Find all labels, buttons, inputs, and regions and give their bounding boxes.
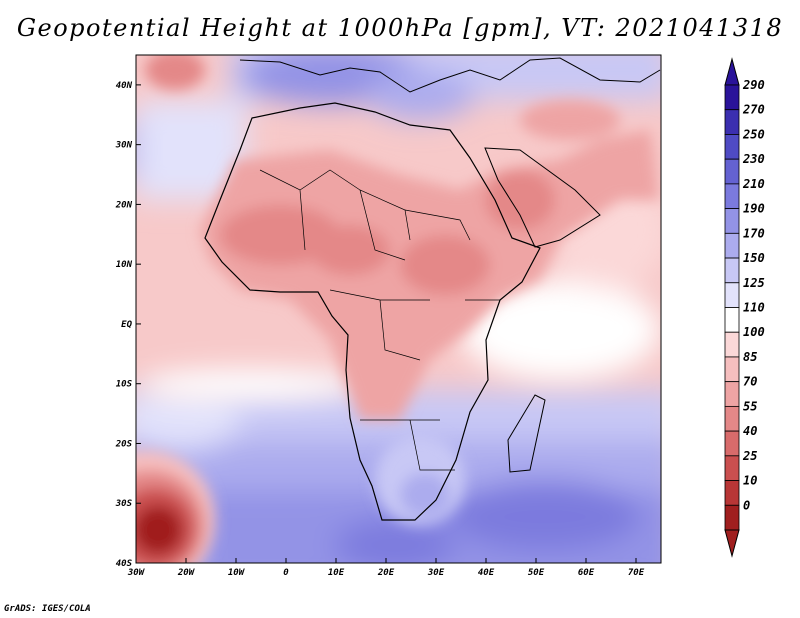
lon-tick-label: 50E: [528, 568, 545, 578]
colorbar-swatch: [724, 257, 740, 284]
colorbar-label: 70: [743, 375, 757, 389]
lon-tick-label: 30E: [427, 568, 445, 578]
credit-text: GrADS: IGES/COLA: [4, 604, 91, 614]
colorbar-swatch: [724, 405, 740, 432]
colorbar-swatch: [724, 455, 740, 481]
lon-tick-label: 70E: [628, 568, 645, 578]
lat-tick-label: 10N: [116, 260, 133, 270]
colorbar-swatch: [724, 430, 740, 457]
border-lines: [259, 169, 500, 471]
colorbar-swatch: [724, 232, 740, 259]
colorbar-top-arrow: [724, 57, 740, 86]
colorbar-swatch: [724, 307, 740, 333]
lon-tick-label: 20W: [177, 568, 196, 578]
colorbar-swatch: [724, 134, 740, 160]
lon-tick-label: 10W: [228, 568, 246, 578]
europe-coastline: [239, 57, 661, 93]
lat-tick-label: 30S: [115, 499, 133, 509]
colorbar-label: 85: [743, 350, 757, 364]
colorbar-label: 125: [743, 276, 765, 290]
colorbar-bottom-arrow: [724, 529, 740, 558]
colorbar-label: 25: [742, 449, 757, 463]
lon-tick-label: 40E: [478, 568, 495, 578]
lat-tick-label: 30N: [115, 141, 133, 151]
colorbar-label: 0: [743, 498, 750, 512]
colorbar-label: 250: [742, 127, 765, 141]
colorbar-swatch: [724, 208, 740, 234]
lon-tick-label: 10E: [328, 568, 345, 578]
colorbar-label: 170: [743, 226, 765, 240]
colorbar-label: 230: [742, 152, 765, 166]
colorbar-swatch: [724, 109, 740, 135]
colorbar-label: 100: [743, 325, 765, 339]
lon-tick-label: 30W: [127, 568, 146, 578]
colorbar-label: 290: [742, 78, 765, 92]
colorbar-label: 40: [743, 424, 757, 438]
colorbar-swatch: [724, 84, 740, 111]
colorbar-swatch: [724, 504, 740, 531]
arabia-coastline: [484, 147, 601, 248]
colorbar-swatch: [724, 480, 740, 506]
colorbar-label: 10: [743, 474, 757, 488]
height-field: [136, 55, 661, 563]
colorbar-swatch: [724, 158, 740, 185]
map-frame: [135, 54, 662, 564]
madagascar-coastline: [507, 394, 546, 473]
lat-tick-label: 20N: [115, 200, 133, 210]
lon-tick-label: 60E: [578, 568, 595, 578]
colorbar-legend: 2902702502302101901701501251101008570554…: [724, 57, 765, 558]
colorbar-swatch: [724, 356, 740, 383]
colorbar-swatch: [724, 183, 740, 210]
colorbar-label: 270: [742, 103, 765, 117]
colorbar-swatch: [724, 381, 740, 407]
colorbar-label: 55: [743, 399, 757, 413]
colorbar-label: 210: [742, 177, 765, 191]
colorbar-label: 190: [743, 202, 765, 216]
colorbar-label: 150: [743, 251, 765, 265]
lat-tick-label: 10S: [116, 380, 133, 390]
axis-ticks: 30W 20W 10W 0 10E 20E 30E 40E 50E 60E 70E 40N 30N 20N…: [115, 81, 645, 578]
lat-tick-label: 20S: [115, 439, 133, 449]
lat-tick-label: 40N: [116, 81, 133, 91]
chart-title: Geopotential Height at 1000hPa [gpm], VT…: [16, 14, 784, 42]
colorbar-swatch: [724, 282, 740, 308]
lat-tick-label: EQ: [121, 320, 132, 330]
colorbar-label: 110: [743, 301, 765, 315]
lon-tick-label: 20E: [377, 568, 395, 578]
africa-coastline: [204, 102, 541, 521]
lon-tick-label: 0: [283, 568, 289, 578]
colorbar-swatch: [724, 331, 740, 358]
lat-tick-label: 40S: [116, 559, 133, 569]
